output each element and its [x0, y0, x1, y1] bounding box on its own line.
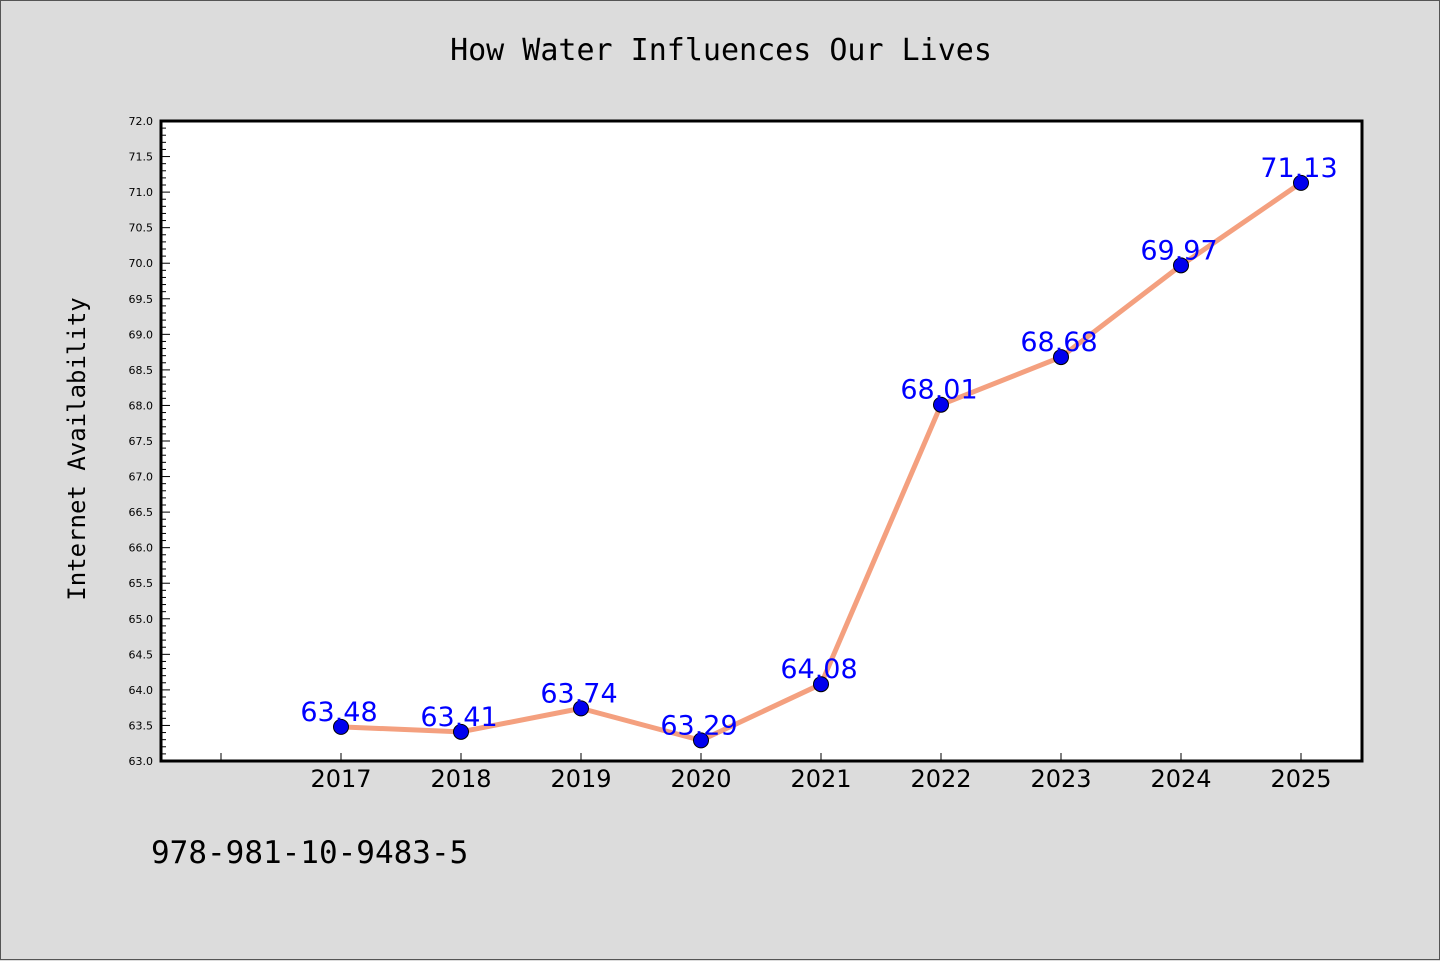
y-tick-label: 64.0 [129, 684, 154, 697]
data-label: 68.68 [1020, 327, 1097, 358]
y-tick-label: 67.5 [129, 435, 154, 448]
data-point [693, 732, 709, 749]
data-label: 64.08 [780, 654, 857, 685]
y-tick-label: 65.0 [129, 613, 154, 626]
x-tick-label: 2019 [550, 765, 611, 793]
data-point [573, 700, 589, 717]
data-point [333, 718, 349, 735]
chart-title: How Water Influences Our Lives [450, 33, 992, 68]
data-point [1053, 349, 1069, 366]
x-tick-label: 2024 [1150, 765, 1211, 793]
series-layer [333, 174, 1309, 749]
y-tick-label: 69.5 [129, 293, 154, 306]
footer-code: 978-981-10-9483-5 [151, 835, 469, 871]
data-label: 63.29 [660, 710, 737, 741]
x-tick-label: 2022 [910, 765, 971, 793]
x-tick-label: 2023 [1030, 765, 1091, 793]
y-tick-label: 68.0 [129, 399, 154, 412]
x-axis-ticks: 2017 2018 2019 2020 2021 2022 2023 2024 2025 [220, 753, 1332, 793]
data-label: 63.48 [300, 697, 377, 728]
y-tick-label: 63.5 [129, 719, 154, 732]
y-tick-label: 71.5 [129, 151, 154, 164]
y-tick-label: 63.0 [129, 755, 154, 768]
data-point [813, 676, 829, 693]
data-point [453, 723, 469, 740]
data-label: 71.13 [1260, 153, 1337, 184]
y-tick-label: 65.5 [129, 577, 154, 590]
y-tick-label: 67.0 [129, 471, 154, 484]
y-tick-label: 68.5 [129, 364, 154, 377]
data-label: 69.97 [1140, 235, 1217, 266]
y-tick-label: 70.0 [129, 257, 154, 270]
data-labels-layer: 63.48 63.41 63.74 63.29 64.08 68.01 68.68 69.97… [300, 153, 1337, 742]
y-tick-label: 71.0 [129, 186, 154, 199]
y-tick-label: 69.0 [129, 328, 154, 341]
x-tick-label: 2017 [310, 765, 371, 793]
x-tick-label: 2018 [430, 765, 491, 793]
data-point [1293, 174, 1309, 191]
y-tick-label: 64.5 [129, 648, 154, 661]
plot-area [161, 121, 1362, 761]
data-point [933, 396, 949, 413]
y-tick-label: 70.5 [129, 222, 154, 235]
plot-frame [159, 119, 1364, 763]
data-label: 63.74 [540, 678, 617, 709]
x-tick-label: 2025 [1270, 765, 1331, 793]
y-tick-label: 72.0 [129, 115, 154, 128]
data-label: 63.41 [420, 702, 497, 733]
x-tick-label: 2021 [790, 765, 851, 793]
y-tick-label: 66.0 [129, 542, 154, 555]
x-tick-label: 2020 [670, 765, 731, 793]
data-point [1173, 257, 1189, 274]
data-label: 68.01 [900, 375, 977, 406]
y-tick-label: 66.5 [129, 506, 154, 519]
y-axis-ticks: 63.0 63.5 64.0 64.5 65.0 65.5 66.0 66.5 67.0 67.5… [129, 115, 170, 768]
